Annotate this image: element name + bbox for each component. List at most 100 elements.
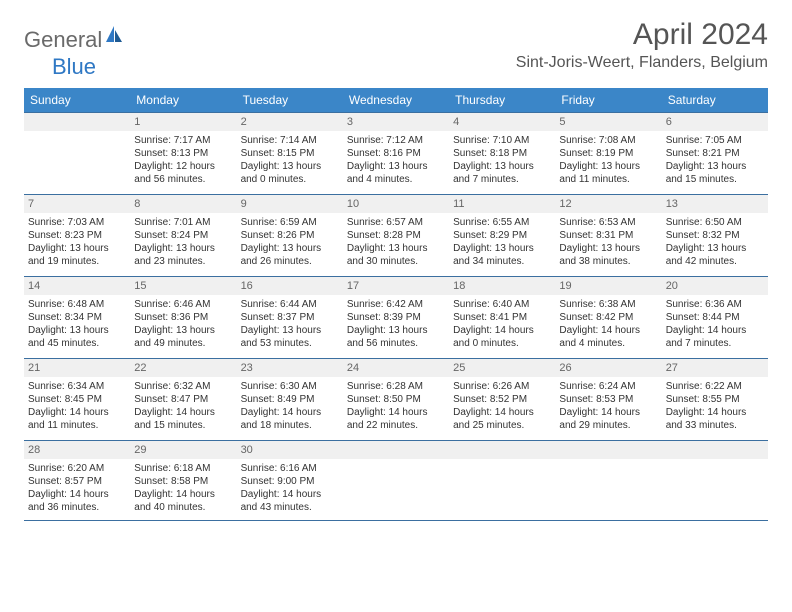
calendar-day: 2Sunrise: 7:14 AMSunset: 8:15 PMDaylight… <box>237 113 343 195</box>
daylight-text-2: and 7 minutes. <box>453 173 551 186</box>
day-header: Friday <box>555 88 661 113</box>
day-number: 26 <box>555 359 661 377</box>
daylight-text-2: and 45 minutes. <box>28 337 126 350</box>
daylight-text-1: Daylight: 13 hours <box>28 324 126 337</box>
sunrise-text: Sunrise: 6:28 AM <box>347 380 445 393</box>
daylight-text-2: and 4 minutes. <box>559 337 657 350</box>
day-header: Saturday <box>662 88 768 113</box>
calendar-day: 15Sunrise: 6:46 AMSunset: 8:36 PMDayligh… <box>130 277 236 359</box>
sunset-text: Sunset: 8:39 PM <box>347 311 445 324</box>
daylight-text-2: and 56 minutes. <box>347 337 445 350</box>
daylight-text-2: and 15 minutes. <box>666 173 764 186</box>
daylight-text-1: Daylight: 14 hours <box>134 406 232 419</box>
daylight-text-2: and 53 minutes. <box>241 337 339 350</box>
day-number: 28 <box>24 441 130 459</box>
daylight-text-1: Daylight: 14 hours <box>559 324 657 337</box>
day-number: 4 <box>449 113 555 131</box>
sunrise-text: Sunrise: 6:42 AM <box>347 298 445 311</box>
day-number: 12 <box>555 195 661 213</box>
calendar-day: 19Sunrise: 6:38 AMSunset: 8:42 PMDayligh… <box>555 277 661 359</box>
sunrise-text: Sunrise: 6:44 AM <box>241 298 339 311</box>
daylight-text-1: Daylight: 14 hours <box>666 324 764 337</box>
day-number: 11 <box>449 195 555 213</box>
sunrise-text: Sunrise: 6:59 AM <box>241 216 339 229</box>
calendar-day: 18Sunrise: 6:40 AMSunset: 8:41 PMDayligh… <box>449 277 555 359</box>
sunrise-text: Sunrise: 6:34 AM <box>28 380 126 393</box>
sunset-text: Sunset: 8:44 PM <box>666 311 764 324</box>
calendar-week: 1Sunrise: 7:17 AMSunset: 8:13 PMDaylight… <box>24 113 768 195</box>
day-number: 15 <box>130 277 236 295</box>
sunset-text: Sunset: 8:19 PM <box>559 147 657 160</box>
daylight-text-2: and 0 minutes. <box>453 337 551 350</box>
day-number: 22 <box>130 359 236 377</box>
daylight-text-2: and 0 minutes. <box>241 173 339 186</box>
daylight-text-2: and 43 minutes. <box>241 501 339 514</box>
daylight-text-1: Daylight: 14 hours <box>241 406 339 419</box>
sunrise-text: Sunrise: 6:32 AM <box>134 380 232 393</box>
daylight-text-1: Daylight: 14 hours <box>559 406 657 419</box>
calendar-head: SundayMondayTuesdayWednesdayThursdayFrid… <box>24 88 768 113</box>
daylight-text-1: Daylight: 13 hours <box>347 160 445 173</box>
calendar-day: 26Sunrise: 6:24 AMSunset: 8:53 PMDayligh… <box>555 359 661 441</box>
daylight-text-1: Daylight: 14 hours <box>347 406 445 419</box>
day-number: 24 <box>343 359 449 377</box>
daylight-text-1: Daylight: 13 hours <box>666 160 764 173</box>
day-number-empty <box>555 441 661 459</box>
day-number: 5 <box>555 113 661 131</box>
daylight-text-1: Daylight: 13 hours <box>559 242 657 255</box>
sunset-text: Sunset: 8:34 PM <box>28 311 126 324</box>
sunset-text: Sunset: 8:53 PM <box>559 393 657 406</box>
day-header: Wednesday <box>343 88 449 113</box>
sunset-text: Sunset: 8:31 PM <box>559 229 657 242</box>
day-number: 1 <box>130 113 236 131</box>
daylight-text-2: and 23 minutes. <box>134 255 232 268</box>
day-number: 3 <box>343 113 449 131</box>
daylight-text-2: and 42 minutes. <box>666 255 764 268</box>
daylight-text-1: Daylight: 13 hours <box>559 160 657 173</box>
sunrise-text: Sunrise: 6:40 AM <box>453 298 551 311</box>
daylight-text-2: and 11 minutes. <box>559 173 657 186</box>
logo-sail-icon <box>104 24 124 50</box>
daylight-text-1: Daylight: 13 hours <box>241 324 339 337</box>
sunset-text: Sunset: 8:37 PM <box>241 311 339 324</box>
calendar-day: 11Sunrise: 6:55 AMSunset: 8:29 PMDayligh… <box>449 195 555 277</box>
calendar-page: General April 2024 Sint-Joris-Weert, Fla… <box>0 0 792 539</box>
sunset-text: Sunset: 8:16 PM <box>347 147 445 160</box>
daylight-text-1: Daylight: 12 hours <box>134 160 232 173</box>
calendar-day: 1Sunrise: 7:17 AMSunset: 8:13 PMDaylight… <box>130 113 236 195</box>
calendar-day: 27Sunrise: 6:22 AMSunset: 8:55 PMDayligh… <box>662 359 768 441</box>
day-number: 27 <box>662 359 768 377</box>
sunset-text: Sunset: 8:21 PM <box>666 147 764 160</box>
daylight-text-2: and 4 minutes. <box>347 173 445 186</box>
calendar-day: 8Sunrise: 7:01 AMSunset: 8:24 PMDaylight… <box>130 195 236 277</box>
daylight-text-2: and 11 minutes. <box>28 419 126 432</box>
daylight-text-1: Daylight: 13 hours <box>666 242 764 255</box>
daylight-text-1: Daylight: 14 hours <box>666 406 764 419</box>
calendar-table: SundayMondayTuesdayWednesdayThursdayFrid… <box>24 88 768 521</box>
day-number: 8 <box>130 195 236 213</box>
daylight-text-2: and 49 minutes. <box>134 337 232 350</box>
sunset-text: Sunset: 8:55 PM <box>666 393 764 406</box>
sunrise-text: Sunrise: 7:03 AM <box>28 216 126 229</box>
daylight-text-2: and 56 minutes. <box>134 173 232 186</box>
daylight-text-2: and 29 minutes. <box>559 419 657 432</box>
daylight-text-1: Daylight: 13 hours <box>134 324 232 337</box>
day-number: 25 <box>449 359 555 377</box>
calendar-day: 22Sunrise: 6:32 AMSunset: 8:47 PMDayligh… <box>130 359 236 441</box>
daylight-text-1: Daylight: 14 hours <box>453 324 551 337</box>
calendar-day-empty <box>449 441 555 521</box>
day-number: 19 <box>555 277 661 295</box>
day-number: 29 <box>130 441 236 459</box>
logo-text-2: Blue <box>52 54 792 80</box>
daylight-text-2: and 38 minutes. <box>559 255 657 268</box>
calendar-day-empty <box>24 113 130 195</box>
sunset-text: Sunset: 8:57 PM <box>28 475 126 488</box>
calendar-day: 13Sunrise: 6:50 AMSunset: 8:32 PMDayligh… <box>662 195 768 277</box>
daylight-text-2: and 19 minutes. <box>28 255 126 268</box>
sunset-text: Sunset: 8:26 PM <box>241 229 339 242</box>
sunrise-text: Sunrise: 6:18 AM <box>134 462 232 475</box>
sunset-text: Sunset: 8:32 PM <box>666 229 764 242</box>
sunrise-text: Sunrise: 7:05 AM <box>666 134 764 147</box>
daylight-text-1: Daylight: 14 hours <box>134 488 232 501</box>
sunrise-text: Sunrise: 6:20 AM <box>28 462 126 475</box>
